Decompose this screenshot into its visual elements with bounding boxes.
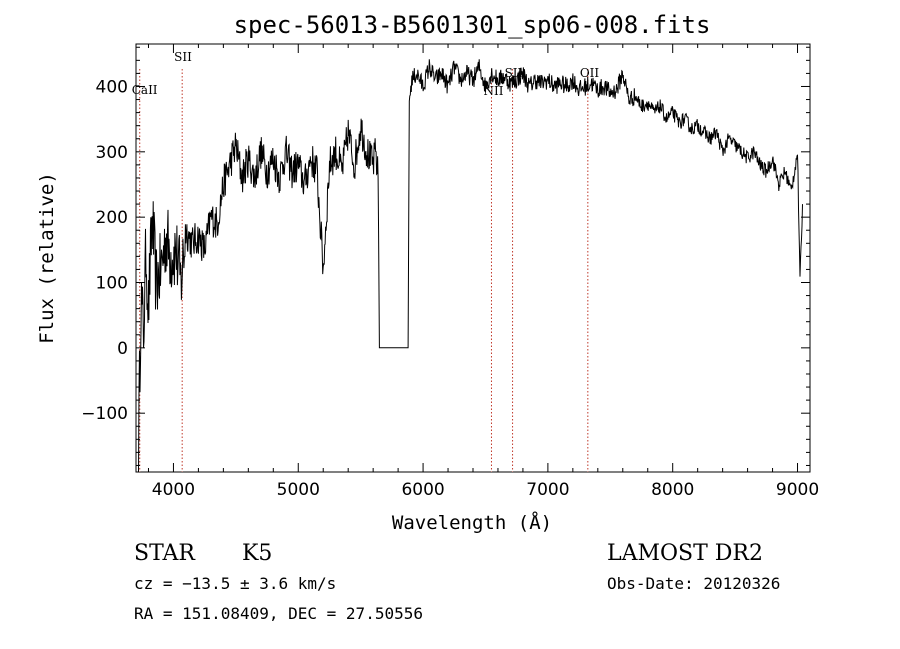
chart-title: spec-56013-B5601301_sp06-008.fits [234,11,711,39]
y-tick-label: 300 [96,143,128,163]
y-tick-label: 100 [96,274,128,294]
spectral-line-label: CaII [132,83,158,97]
x-tick-label: 9000 [776,480,819,500]
x-tick: 9000 [776,44,819,500]
cz-value: cz = −13.5 ± 3.6 km/s [134,574,336,593]
x-tick: 4000 [152,44,195,500]
y-tick-label: 200 [96,208,128,228]
x-tick: 6000 [401,44,445,500]
x-tick-label: 6000 [401,480,444,500]
subclass: K5 [242,541,272,566]
x-tick: 8000 [651,44,694,500]
survey-name: LAMOST DR2 [607,541,763,566]
x-axis-label: Wavelength (Å) [392,511,552,534]
y-tick-label: 400 [96,77,128,97]
x-tick-label: 8000 [651,480,694,500]
plot-frame [135,43,811,473]
coordinates: RA = 151.08409, DEC = 27.50556 [134,604,423,623]
y-tick: 0 [117,339,810,359]
spectral-line-label: OII [580,66,600,80]
spectral-line: SII [505,66,523,472]
spectral-line: OII [580,66,600,472]
x-tick: 5000 [277,44,320,500]
y-tick: 100 [96,274,810,294]
y-tick-label: 0 [117,339,128,359]
spectral-line: NII [483,69,504,472]
x-axis-ticks: 4000 5000 6000 7000 8000 9000 [147,44,819,500]
x-tick-label: 5000 [277,480,320,500]
y-tick: 300 [96,143,810,163]
y-axis-ticks: −100 0 100 200 300 400 [81,46,810,466]
spectral-line: SII [174,50,192,472]
obs-date: Obs-Date: 20120326 [607,574,780,593]
y-tick: 400 [96,77,810,97]
y-tick-label: −100 [81,404,128,424]
spectrum-line [138,59,803,473]
x-tick-label: 7000 [526,480,569,500]
y-tick: 200 [96,208,810,228]
y-axis-label: Flux (relative) [36,172,58,344]
object-type: STAR [134,541,196,566]
x-tick: 7000 [526,44,570,500]
x-tick-label: 4000 [152,480,195,500]
spectral-line-label: SII [174,50,192,64]
y-tick: −100 [81,404,810,424]
